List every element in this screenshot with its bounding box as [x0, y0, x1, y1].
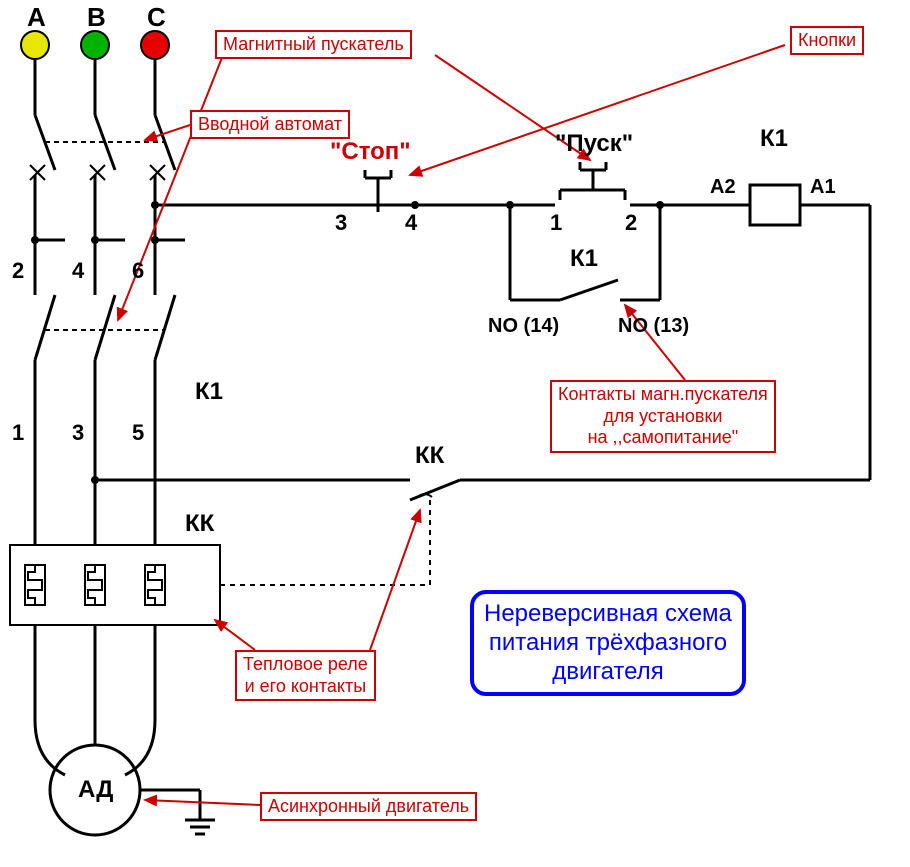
callout-thermal-l2: и его контакты: [243, 676, 368, 698]
breaker-term-2: 2: [12, 258, 24, 284]
title-l1: Нереверсивная схема: [484, 600, 732, 629]
phase-a-label: A: [27, 2, 46, 33]
kk-control-label: КК: [415, 442, 444, 470]
phase-b-label: B: [87, 2, 106, 33]
phase-c-label: C: [147, 2, 166, 33]
k1-term-1: 1: [12, 420, 24, 446]
callout-magnetic-starter: Магнитный пускатель: [215, 30, 412, 59]
arrow-thermal-1: [215, 620, 255, 650]
thermal-heater-c: [145, 565, 165, 605]
k1-term-3: 3: [72, 420, 84, 446]
title-box: Нереверсивная схема питания трёхфазного …: [470, 590, 746, 696]
callout-thermal: Тепловое реле и его контакты: [235, 650, 376, 701]
arrow-input-breaker: [145, 125, 190, 140]
breaker-term-4: 4: [72, 258, 84, 284]
k1-coil-label: К1: [760, 125, 788, 153]
phase-a-indicator: [21, 31, 49, 59]
stop-button: [340, 170, 415, 212]
phase-c-indicator: [141, 31, 169, 59]
callout-selfhold-l1: Контакты магн.пускателя: [558, 384, 768, 406]
k1-coil: [750, 185, 800, 225]
motor-label: АД: [78, 776, 113, 804]
phase-b-indicator: [81, 31, 109, 59]
stop-term-3: 3: [335, 210, 347, 236]
k1-power-label: К1: [195, 378, 223, 406]
no14-label: NO (14): [488, 315, 559, 338]
k1-power-contacts: [35, 295, 175, 360]
breaker-term-6: 6: [132, 258, 144, 284]
a1-label: A1: [810, 176, 836, 199]
start-button: [560, 162, 625, 200]
stop-label: "Стоп": [330, 138, 411, 166]
kk-contact: [410, 480, 460, 500]
arrow-motor: [145, 800, 260, 805]
thermal-heater-b: [85, 565, 105, 605]
kk-power-label: КК: [185, 510, 214, 538]
k1-aux-no-contact: [560, 280, 618, 300]
callout-selfhold-l2: для установки: [558, 406, 768, 428]
no13-label: NO (13): [618, 315, 689, 338]
k1-term-5: 5: [132, 420, 144, 446]
arrow-thermal-2: [370, 510, 420, 650]
title-l2: питания трёхфазного: [484, 629, 732, 658]
start-term-1: 1: [550, 210, 562, 236]
start-term-2: 2: [625, 210, 637, 236]
input-breaker: [30, 115, 175, 180]
start-label: "Пуск": [555, 130, 633, 158]
callout-buttons: Кнопки: [790, 26, 864, 55]
title-l3: двигателя: [484, 658, 732, 687]
callout-selfhold-l3: на ,,самопитание": [558, 427, 768, 449]
callout-thermal-l1: Тепловое реле: [243, 654, 368, 676]
thermal-heater-a: [25, 565, 45, 605]
callout-input-breaker: Вводной автомат: [190, 110, 350, 139]
stop-term-4: 4: [405, 210, 417, 236]
callout-async-motor: Асинхронный двигатель: [260, 792, 477, 821]
a2-label: A2: [710, 176, 736, 199]
callout-selfhold: Контакты магн.пускателя для установки на…: [550, 380, 776, 453]
k1-aux-label: К1: [570, 245, 598, 273]
